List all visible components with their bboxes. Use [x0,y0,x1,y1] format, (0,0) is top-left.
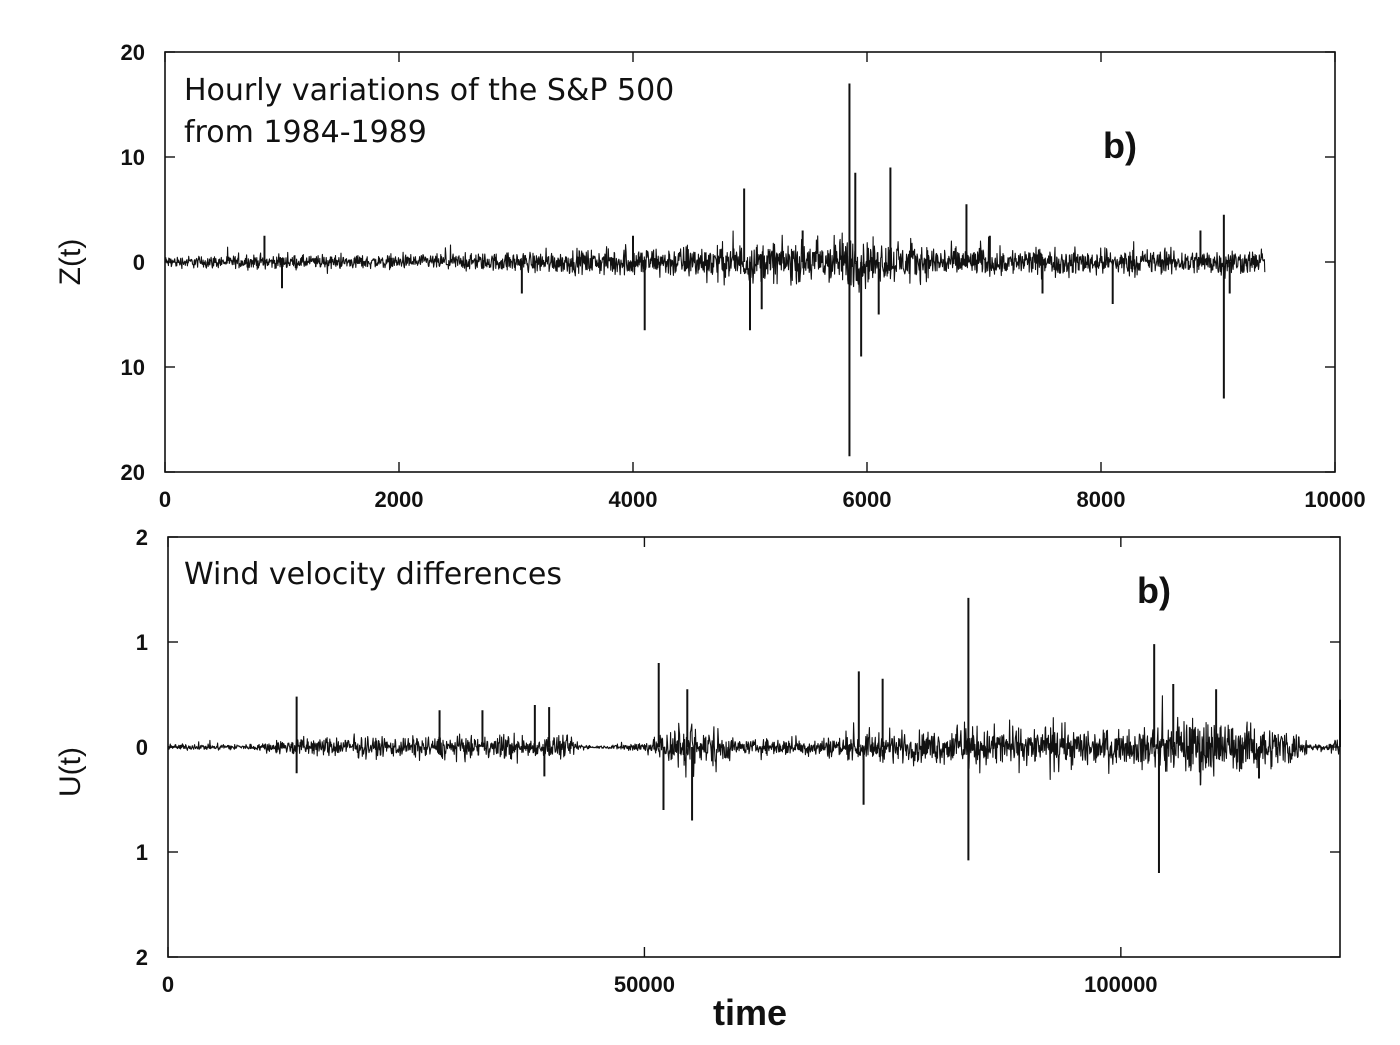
x-tick-label: 50000 [614,972,675,997]
x-tick-label: 4000 [609,487,658,512]
x-tick-label: 0 [162,972,174,997]
y-tick-label: 10 [121,355,145,380]
annotation-line-2: from 1984-1989 [184,115,427,150]
series-line [164,230,1266,293]
panel-label: b) [1137,570,1171,611]
y-tick-label: 2 [136,525,148,550]
panel-sp500: 0 2000 4000 6000 8000 10000 20 10 0 10 20 Z(t) Hou… [54,40,1366,512]
panel-label: b) [1103,125,1137,166]
x-tick-label: 8000 [1077,487,1126,512]
tick-layer: 0 50000 100000 2 1 0 1 2 [136,525,1340,997]
series-layer [167,597,1341,873]
x-tick-label: 100000 [1084,972,1157,997]
y-tick-label: 1 [136,840,148,865]
y-tick-label: 10 [121,145,145,170]
x-axis-label: time [713,992,787,1033]
tick-layer: 0 2000 4000 6000 8000 10000 20 10 0 10 20 [121,40,1366,512]
x-tick-label: 2000 [375,487,424,512]
panel-wind: 0 50000 100000 2 1 0 1 2 U(t) Wind velocity dif… [54,525,1341,1033]
y-tick-label: 20 [121,460,145,485]
y-axis-label: U(t) [54,747,87,797]
x-tick-label: 0 [159,487,171,512]
y-tick-label: 0 [136,735,148,760]
y-tick-label: 0 [133,250,145,275]
annotation-line-1: Wind velocity differences [184,557,562,592]
x-tick-label: 6000 [843,487,892,512]
annotation-line-1: Hourly variations of the S&P 500 [184,73,674,108]
y-tick-label: 20 [121,40,145,65]
series-layer [164,83,1266,457]
series-line [167,695,1341,786]
y-axis-label: Z(t) [54,239,87,286]
y-tick-label: 2 [136,945,148,970]
y-tick-label: 1 [136,630,148,655]
x-tick-label: 10000 [1304,487,1365,512]
